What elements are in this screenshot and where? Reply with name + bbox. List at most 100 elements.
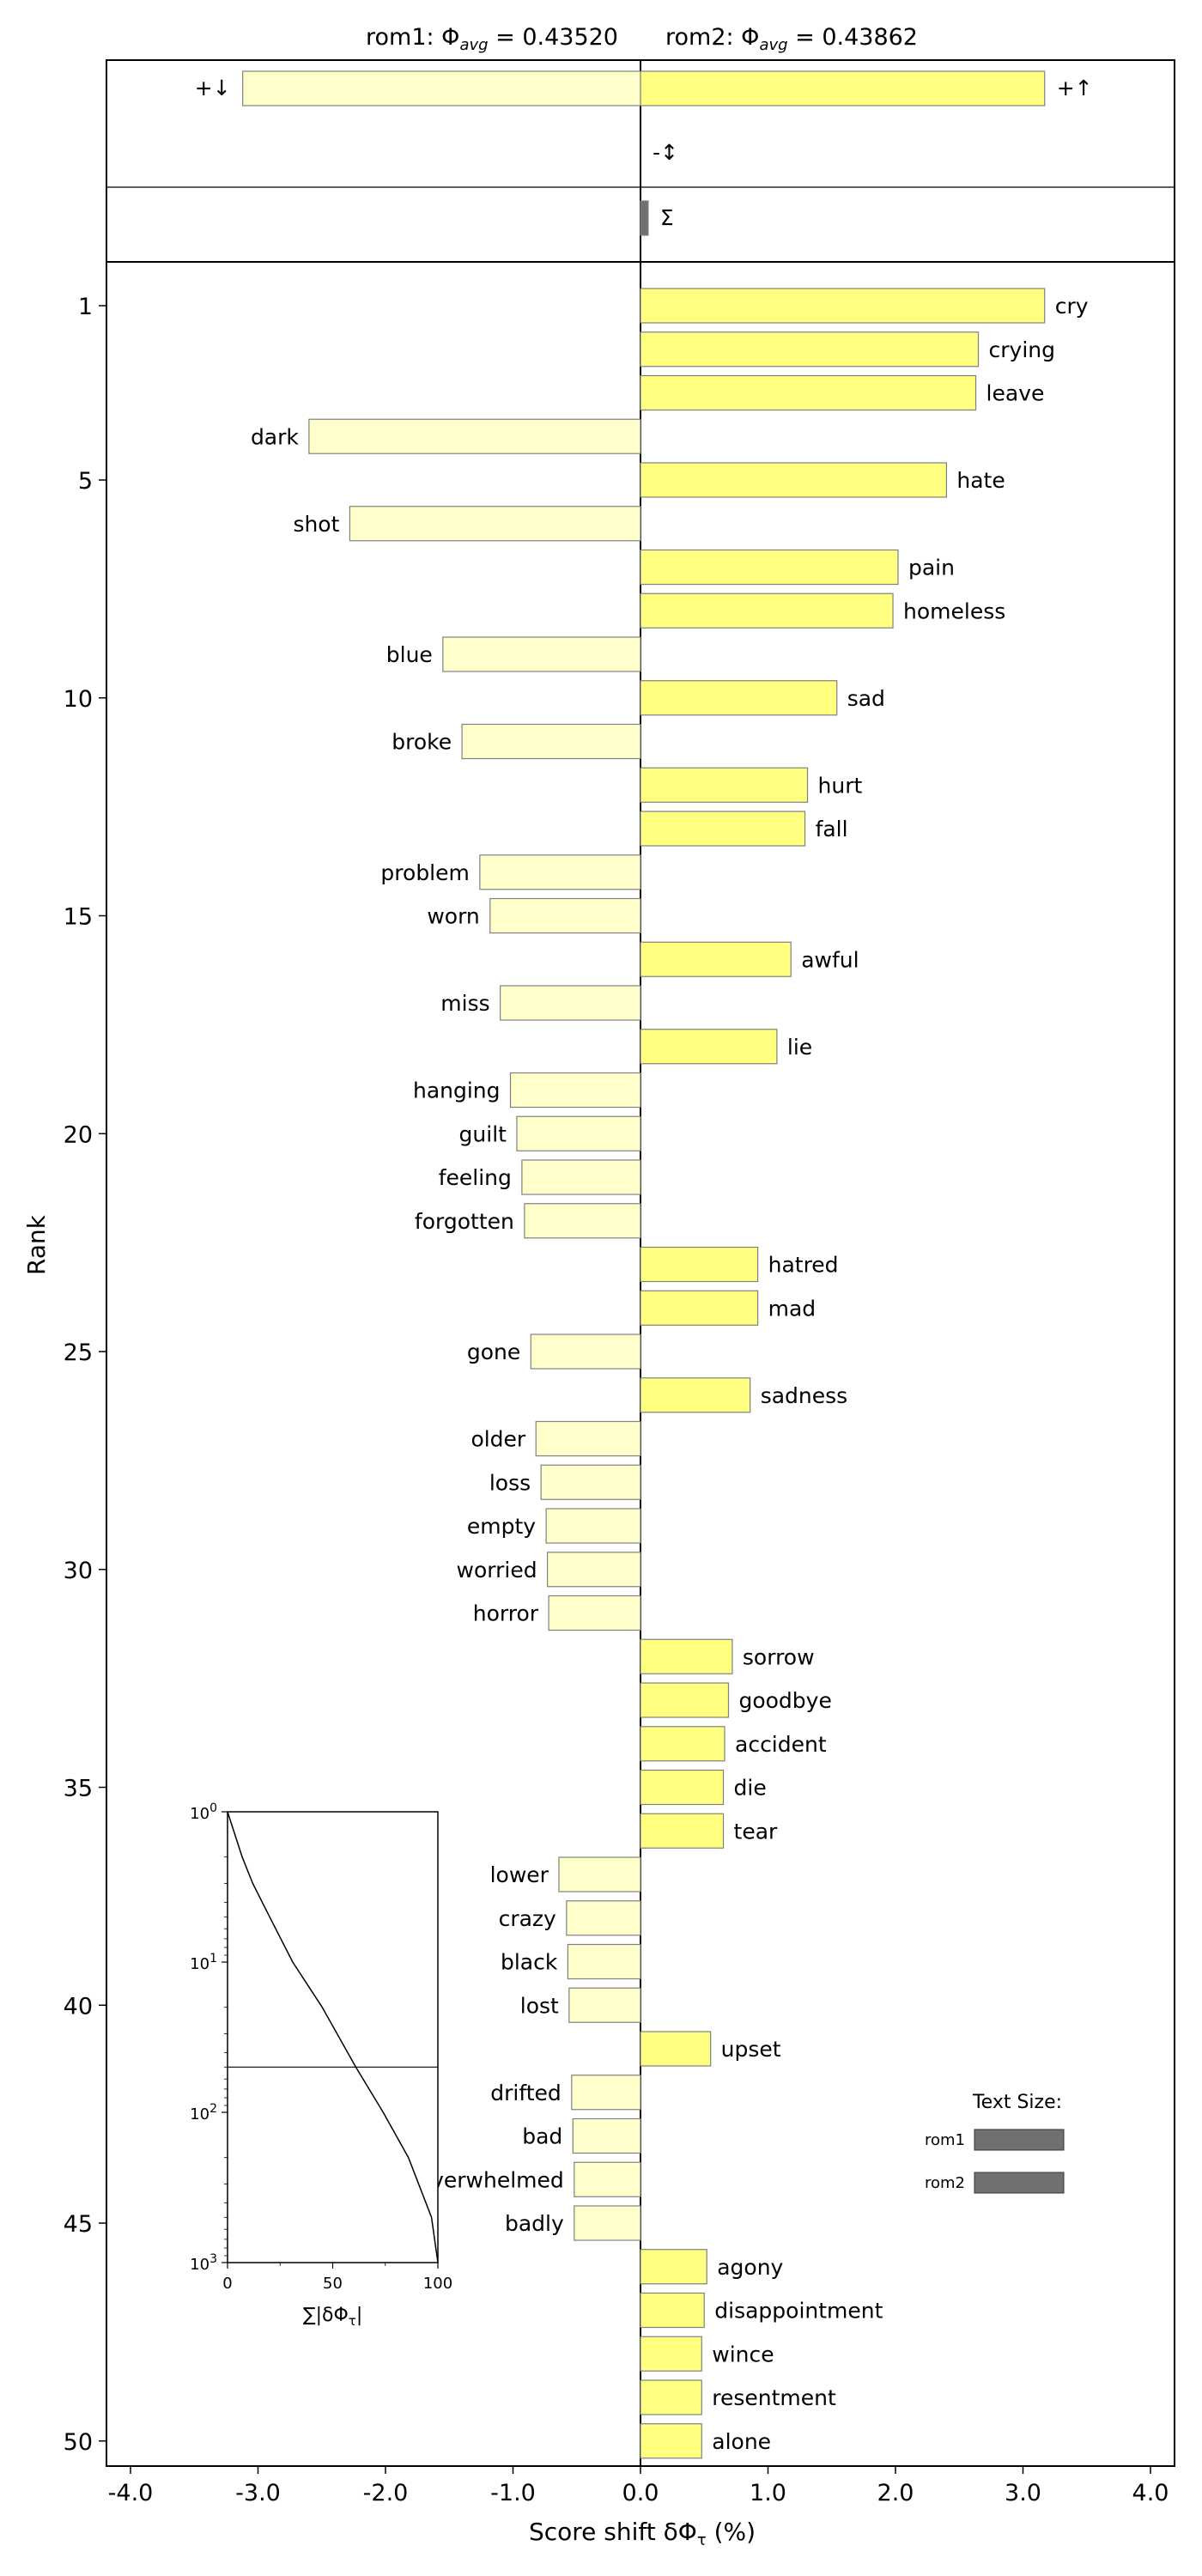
y-tick-label: 40	[64, 1993, 93, 2020]
word-label-resentment: resentment	[712, 2385, 836, 2410]
y-tick-label: 45	[64, 2211, 93, 2238]
bar-awful	[640, 941, 792, 977]
word-label-drifted: drifted	[490, 2081, 562, 2105]
word-label-lost: lost	[520, 1993, 559, 2018]
word-label-guilt: guilt	[459, 1121, 507, 1146]
bar-resentment	[640, 2379, 702, 2415]
word-label-wince: wince	[712, 2342, 774, 2366]
x-tick-label: -2.0	[363, 2480, 409, 2506]
summary-neutral-label: -↕	[653, 140, 678, 165]
inset-frame	[227, 1811, 439, 2263]
cumulative-inset: 100 101 102 103 0 50 100 ∑|δΦτ|	[190, 1801, 452, 2329]
bar-hurt	[640, 767, 809, 803]
word-label-alone: alone	[712, 2429, 771, 2454]
bar-miss	[500, 985, 641, 1021]
word-label-sadness: sadness	[761, 1383, 848, 1408]
bar-pain	[640, 549, 899, 586]
summary-sum-bar	[640, 200, 649, 236]
bar-overwhelmed	[574, 2161, 641, 2197]
word-label-upset: upset	[721, 2037, 781, 2062]
word-label-homeless: homeless	[903, 598, 1005, 623]
y-tick-label: 1	[78, 294, 93, 320]
x-tick-label: -4.0	[108, 2480, 154, 2506]
legend-title: Text Size:	[972, 2092, 1062, 2113]
legend-label-rom1: rom1	[925, 2131, 965, 2149]
inset-x-label: ∑|δΦτ|	[303, 2305, 362, 2329]
word-label-feeling: feeling	[439, 1165, 512, 1190]
word-label-die: die	[734, 1776, 767, 1801]
bar-badly	[574, 2205, 641, 2241]
bar-upset	[640, 2031, 712, 2067]
word-label-tear: tear	[734, 1819, 779, 1844]
summary-sum-label: Σ	[660, 205, 674, 230]
bar-gone	[530, 1334, 641, 1370]
word-label-hurt: hurt	[818, 773, 863, 798]
word-label-agony: agony	[717, 2255, 783, 2280]
bar-drifted	[571, 2075, 641, 2111]
bar-hatred	[640, 1246, 759, 1283]
word-label-pain: pain	[908, 556, 955, 580]
inset-x-tick-label: 50	[323, 2275, 343, 2293]
bar-accident	[640, 1726, 725, 1762]
bar-tear	[640, 1813, 725, 1849]
bar-disappointment	[640, 2292, 705, 2329]
word-label-crying: crying	[989, 337, 1055, 362]
x-axis-label: Score shift δΦτ (%)	[529, 2518, 756, 2549]
y-tick-label: 50	[64, 2429, 93, 2456]
bar-wince	[640, 2336, 702, 2372]
bar-cry	[640, 288, 1046, 324]
bar-older	[535, 1420, 641, 1457]
bar-worried	[546, 1552, 641, 1588]
inset-curve	[227, 1811, 439, 2263]
word-label-worried: worried	[457, 1558, 537, 1583]
word-label-horror: horror	[473, 1601, 539, 1626]
summary-neg-up-label: +↓	[195, 76, 231, 100]
bar-dark	[308, 418, 641, 454]
word-label-badly: badly	[505, 2211, 564, 2236]
word-label-hanging: hanging	[413, 1078, 501, 1103]
bar-agony	[640, 2249, 707, 2285]
summary-pos-up-label: +↑	[1057, 76, 1093, 100]
word-label-sorrow: sorrow	[743, 1644, 815, 1669]
bar-worn	[489, 897, 641, 934]
x-tick-label: 1.0	[750, 2480, 786, 2506]
bar-shot	[349, 506, 641, 542]
word-label-loss: loss	[489, 1470, 531, 1495]
word-label-disappointment: disappointment	[714, 2299, 883, 2324]
word-label-leave: leave	[986, 381, 1045, 406]
y-tick-label: 5	[78, 468, 93, 495]
y-tick-label: 20	[64, 1121, 93, 1148]
bar-black	[567, 1943, 641, 1980]
y-tick-label: 10	[64, 686, 93, 713]
word-label-older: older	[470, 1427, 525, 1452]
word-label-sad: sad	[847, 686, 885, 711]
bar-feeling	[521, 1159, 641, 1195]
bar-die	[640, 1769, 725, 1806]
word-label-cry: cry	[1055, 294, 1089, 319]
word-label-bad: bad	[522, 2124, 562, 2149]
x-tick-label: 3.0	[1005, 2480, 1041, 2506]
x-tick-label: -1.0	[490, 2480, 536, 2506]
bar-horror	[548, 1595, 641, 1631]
summary-pos-up-bar	[640, 70, 1046, 106]
x-axis: -4.0 -3.0 -2.0 -1.0 0.0 1.0 2.0 3.0 4.0	[108, 2466, 1169, 2506]
word-label-lower: lower	[490, 1862, 549, 1887]
bar-sorrow	[640, 1638, 733, 1674]
inset-y-tick-label: 100	[190, 1801, 217, 1823]
bar-leave	[640, 374, 977, 411]
bar-empty	[545, 1508, 641, 1544]
word-label-accident: accident	[735, 1732, 827, 1757]
inset-x-tick-label: 100	[423, 2275, 452, 2293]
legend-swatch-rom2	[974, 2172, 1065, 2194]
chart-title: rom1: Φavg = 0.43520 rom2: Φavg = 0.4386…	[366, 24, 918, 54]
word-label-black: black	[501, 1950, 558, 1975]
word-label-worn: worn	[427, 904, 479, 929]
word-label-crazy: crazy	[499, 1906, 556, 1931]
word-label-goodbye: goodbye	[738, 1688, 831, 1713]
bar-fall	[640, 811, 806, 847]
bar-hate	[640, 462, 947, 498]
bar-loss	[540, 1464, 641, 1500]
word-label-blue: blue	[386, 642, 433, 667]
text-size-legend: Text Size: rom1 rom2	[925, 2092, 1065, 2194]
